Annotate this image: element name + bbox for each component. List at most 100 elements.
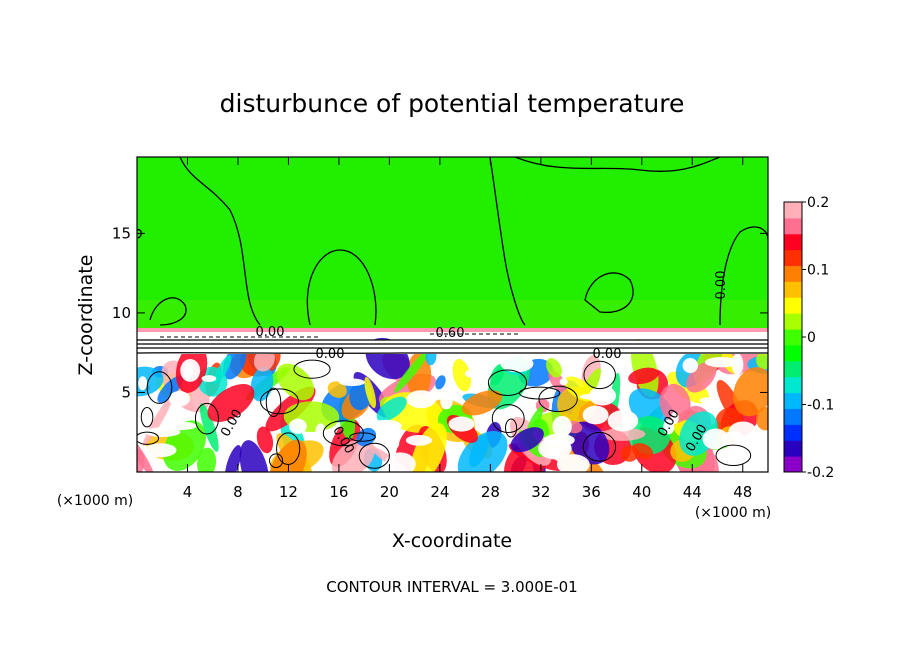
x-tick-label-2: 12 bbox=[279, 483, 298, 501]
contour-label-3: 0.00 bbox=[593, 347, 622, 362]
turb-core-30 bbox=[702, 428, 729, 450]
turb-swirl-32 bbox=[256, 426, 274, 454]
turb-core-14 bbox=[448, 416, 475, 432]
turb-core-37 bbox=[538, 437, 572, 460]
turb-core-29 bbox=[201, 375, 217, 382]
contour-loop-14 bbox=[349, 432, 376, 442]
turb-swirl-97 bbox=[733, 367, 768, 417]
colorbar-segment-7 bbox=[784, 344, 802, 362]
colorbar-segment-13 bbox=[784, 249, 802, 267]
y-axis-title: Z-coordinate bbox=[75, 255, 97, 376]
turb-core-6 bbox=[607, 410, 639, 432]
turb-core-39 bbox=[582, 405, 609, 425]
contour-loop-2 bbox=[260, 388, 299, 415]
colorbar-segment-6 bbox=[784, 360, 802, 378]
turb-swirl-100 bbox=[327, 381, 347, 398]
chart-title: disturbunce of potential temperature bbox=[220, 89, 685, 118]
turb-swirl-87 bbox=[376, 396, 407, 422]
colorbar-segment-11 bbox=[784, 281, 802, 298]
contour-line-11 bbox=[137, 352, 768, 354]
x-axis: 4 8 12 16 20 24 28 32 36 40 44 48 bbox=[183, 157, 752, 501]
colorbar-label-3: -0.1 bbox=[807, 398, 834, 414]
turb-core-38 bbox=[588, 385, 617, 406]
contour-loop-8 bbox=[518, 386, 561, 400]
colorbar-label-1: 0.1 bbox=[807, 263, 829, 279]
turb-swirl-68 bbox=[628, 367, 659, 385]
x-tick-label-5: 24 bbox=[430, 483, 449, 501]
contour-loop-16 bbox=[491, 404, 525, 433]
contour-line-3 bbox=[514, 157, 721, 172]
turb-core-27 bbox=[464, 368, 490, 379]
contour-loop-18 bbox=[582, 431, 617, 462]
contour-loop-13 bbox=[140, 406, 154, 428]
turb-core-19 bbox=[144, 443, 177, 458]
contour-loop-10 bbox=[293, 359, 331, 379]
x-tick-label-11: 48 bbox=[733, 483, 752, 501]
x-axis-title: X-coordinate bbox=[392, 530, 512, 552]
turb-core-36 bbox=[180, 359, 201, 382]
y-tick-label-1: 10 bbox=[112, 304, 131, 322]
contour-loop-5 bbox=[146, 371, 173, 404]
turb-core-20 bbox=[339, 378, 366, 387]
upper-field-lower-band bbox=[137, 300, 768, 330]
x-tick-label-10: 44 bbox=[683, 483, 702, 501]
contour-label-2: 0.00 bbox=[316, 347, 345, 362]
turb-swirl-103 bbox=[157, 375, 184, 403]
turb-core-35 bbox=[405, 434, 432, 446]
turb-core-31 bbox=[164, 421, 197, 431]
turb-core-26 bbox=[682, 358, 699, 374]
x-unit-label-left: (×1000 m) bbox=[57, 493, 133, 509]
turb-swirl-91 bbox=[756, 351, 768, 370]
turb-core-5 bbox=[248, 414, 260, 421]
colorbar-segment-3 bbox=[784, 408, 802, 425]
contour-line-1 bbox=[306, 249, 377, 326]
contour-label-0: 0.00 bbox=[256, 325, 285, 340]
contour-loop-0 bbox=[487, 369, 528, 396]
inversion-white bbox=[137, 340, 768, 354]
turb-core-23 bbox=[500, 355, 534, 373]
x-tick-label-3: 16 bbox=[329, 483, 348, 501]
colorbar-segment-14 bbox=[784, 233, 802, 251]
contour-loop-4 bbox=[137, 431, 160, 445]
turb-swirl-128 bbox=[364, 376, 377, 409]
y-axis: 5 10 15 bbox=[112, 224, 768, 401]
turb-core-33 bbox=[731, 353, 744, 375]
inversion-pink bbox=[137, 328, 768, 332]
turb-swirl-130 bbox=[213, 354, 232, 385]
turb-swirl-58 bbox=[276, 363, 315, 401]
colorbar-segment-9 bbox=[784, 313, 802, 330]
turb-swirl-126 bbox=[457, 430, 508, 472]
x-tick-label-8: 36 bbox=[582, 483, 601, 501]
x-tick-label-6: 28 bbox=[481, 483, 500, 501]
contour-loop-11 bbox=[358, 442, 390, 469]
x-tick-label-1: 8 bbox=[233, 483, 243, 501]
turb-swirl-121 bbox=[659, 383, 691, 423]
turb-swirl-9 bbox=[452, 359, 472, 392]
colorbar-segment-1 bbox=[784, 440, 802, 457]
x-tick-label-4: 20 bbox=[380, 483, 399, 501]
turb-core-25 bbox=[384, 452, 416, 472]
colorbar-label-4: -0.2 bbox=[807, 465, 834, 481]
turb-swirl-102 bbox=[410, 423, 447, 472]
turb-core-8 bbox=[699, 397, 719, 404]
colorbar: 0.2 0.1 0 -0.1 -0.2 bbox=[783, 195, 834, 481]
contour-loop-7 bbox=[269, 453, 284, 468]
turb-swirl-131 bbox=[239, 440, 269, 472]
turb-swirl-113 bbox=[756, 407, 768, 431]
x-tick-label-7: 32 bbox=[531, 483, 550, 501]
turb-swirl-112 bbox=[545, 358, 562, 378]
turb-swirl-23 bbox=[197, 447, 217, 472]
turb-core-0 bbox=[670, 411, 679, 425]
turb-swirl-71 bbox=[137, 428, 155, 472]
colorbar-label-2: 0 bbox=[807, 330, 816, 346]
turb-core-34 bbox=[663, 419, 675, 435]
contour-lines bbox=[137, 157, 768, 469]
turb-swirl-47 bbox=[331, 438, 375, 472]
turb-core-24 bbox=[289, 418, 307, 434]
contour-interval-note: CONTOUR INTERVAL = 3.000E-01 bbox=[326, 578, 577, 596]
turb-core-11 bbox=[556, 454, 590, 472]
turb-core-18 bbox=[552, 415, 572, 438]
turb-core-17 bbox=[138, 376, 148, 391]
contour-loop-17 bbox=[322, 420, 364, 447]
